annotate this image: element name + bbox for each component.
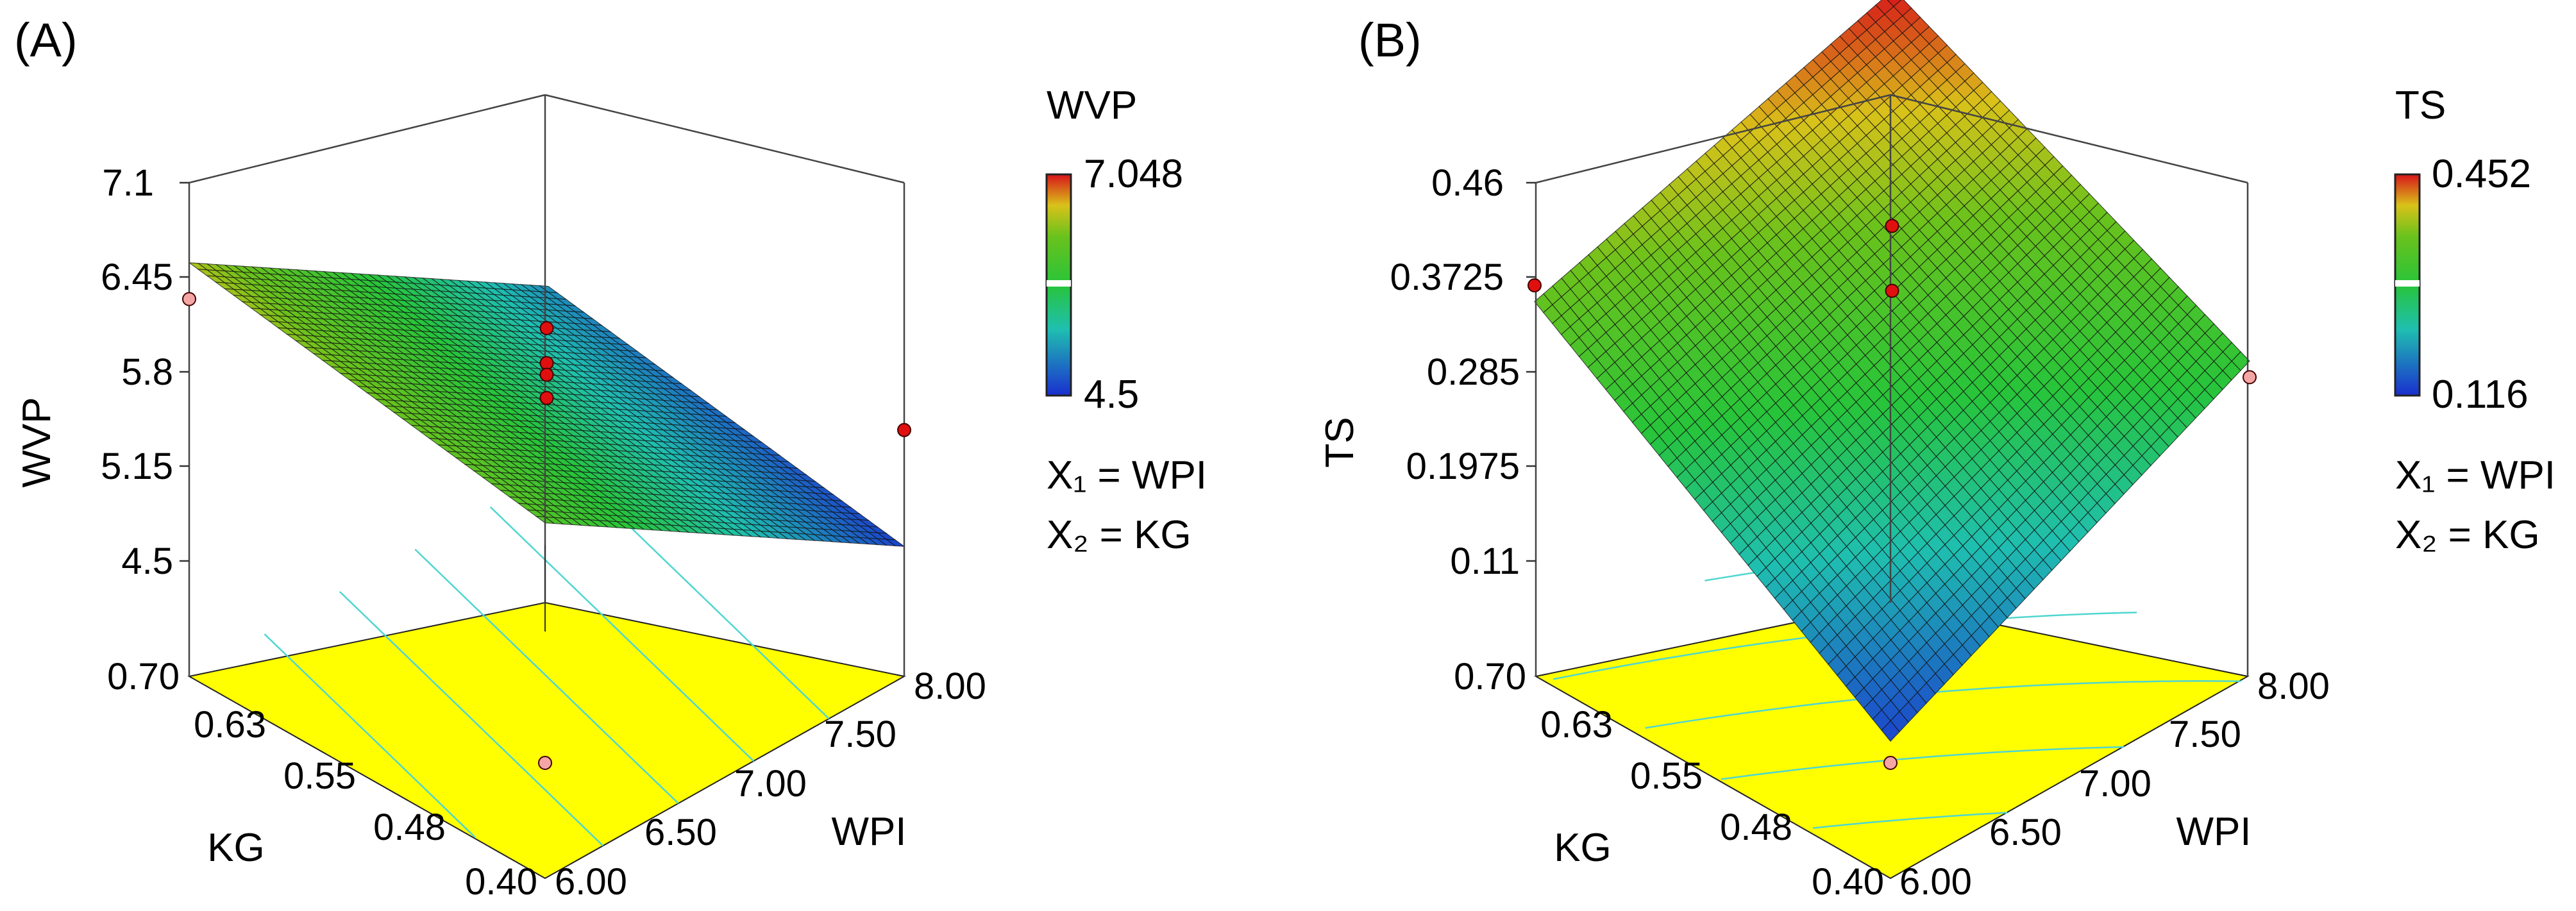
panel-a-x-tick: 8.00 (914, 665, 986, 707)
design-point (1528, 278, 1542, 293)
panel-a-z-tick: 5.15 (101, 446, 173, 487)
panel-a-surface (188, 262, 905, 547)
panel-a-z-label: WVP (15, 397, 59, 487)
panel-a-x-tick: 6.50 (644, 812, 717, 853)
panel-b-x-tick: 7.00 (2079, 763, 2151, 805)
panel-b-surface (1534, 0, 2250, 742)
panel-b-y-tick: 0.40 (1812, 861, 1884, 903)
panel-b-box (1535, 94, 2249, 676)
panel-b-y-tick: 0.63 (1540, 704, 1613, 746)
floor-contour-line (489, 506, 755, 762)
panel-a-x-label: WPI (831, 810, 906, 854)
panel-a-design-points (182, 292, 911, 770)
panel-b-label: (B) (1358, 13, 1422, 67)
panel-a-z-tick: 4.5 (121, 540, 173, 582)
panel-a-variable-x2: X₂ = KG (1047, 513, 1191, 557)
panel-b: (B) 0.11 0.1975 0.285 0.3725 0.46 TS 0.7… (1318, 0, 2555, 903)
panel-b-y-tick: 0.70 (1454, 656, 1526, 698)
panel-a-x-tick: 7.50 (824, 714, 897, 755)
floor-contour-line (264, 633, 476, 838)
panel-b-colorbar-min: 0.116 (2432, 372, 2529, 417)
panel-b-z-tick: 0.11 (1450, 540, 1520, 582)
panel-a-y-tick: 0.40 (465, 861, 537, 903)
panel-a-z-ticks: 4.5 5.15 5.8 6.45 7.1 (101, 162, 189, 582)
panel-b-z-tick: 0.1975 (1406, 446, 1520, 487)
design-point (539, 367, 554, 382)
panel-b-x-tick: 7.50 (2169, 714, 2241, 755)
floor-contour-line (1645, 680, 2241, 729)
panel-b-z-tick: 0.3725 (1390, 256, 1504, 298)
panel-a-z-tick: 6.45 (101, 256, 173, 298)
panel-a-y-tick: 0.55 (283, 755, 356, 797)
panel-b-z-label: TS (1318, 417, 1362, 467)
design-point (897, 422, 911, 437)
design-point (1885, 283, 1899, 298)
panel-a-y-label: KG (207, 826, 265, 870)
floor-contour-line (618, 515, 830, 719)
panel-a-variable-x1: X₁ = WPI (1047, 453, 1207, 497)
panel-a-y-tick: 0.70 (107, 656, 180, 698)
design-point (539, 321, 554, 335)
design-point (538, 756, 552, 770)
panel-a-x-tick: 6.00 (555, 861, 627, 903)
panel-b-y-tick: 0.48 (1720, 807, 1792, 848)
panel-b-x-tick: 8.00 (2257, 665, 2330, 707)
panel-b-y-label: KG (1554, 826, 1612, 870)
panel-a-colorbar-max: 7.048 (1084, 152, 1183, 196)
design-point (1885, 219, 1899, 233)
floor-contour-line (414, 549, 679, 804)
panel-a-floor-contours (264, 506, 830, 847)
panel-b-y-tick: 0.55 (1630, 755, 1703, 797)
panel-b-x-label: WPI (2176, 810, 2251, 854)
panel-a-label: (A) (14, 13, 78, 67)
design-point (1883, 756, 1898, 770)
panel-a-y-tick: 0.48 (373, 807, 446, 848)
panel-b-colorbar-marker (2395, 280, 2420, 287)
panel-a-z-tick: 7.1 (102, 162, 154, 204)
panel-b-z-tick: 0.285 (1427, 351, 1520, 393)
panel-a-floor (187, 601, 906, 880)
panel-a-colorbar-marker (1047, 280, 1071, 287)
panel-b-colorbar-title: TS (2395, 83, 2446, 128)
surface-cell (1881, 720, 1900, 742)
floor-contour-line (1721, 746, 2125, 780)
panel-a-y-ticks: 0.70 0.63 0.55 0.48 0.40 (107, 656, 537, 903)
panel-b-x-tick: 6.00 (1899, 861, 1972, 903)
panel-b-variable-x1: X₁ = WPI (2395, 453, 2555, 497)
panel-a-z-tick: 5.8 (121, 351, 173, 393)
panel-a-y-tick: 0.63 (194, 704, 266, 746)
panel-b-colorbar-max: 0.452 (2432, 152, 2531, 196)
panel-b-x-tick: 6.50 (1989, 812, 2062, 853)
panel-a-colorbar-min: 4.5 (1084, 372, 1139, 417)
panel-b-z-ticks: 0.11 0.1975 0.285 0.3725 0.46 (1390, 162, 1536, 582)
panel-a-x-tick: 7.00 (734, 763, 807, 805)
design-point (2243, 370, 2257, 385)
floor-contour-line (1813, 812, 2008, 829)
panel-a: (A) 4.5 5.15 5.8 6.45 7.1 WVP (14, 13, 1207, 903)
panel-a-x-ticks: 6.00 6.50 7.00 7.50 8.00 (555, 665, 986, 903)
panel-b-z-tick: 0.46 (1431, 162, 1504, 204)
floor-contour-line (339, 590, 604, 847)
panel-b-variable-x2: X₂ = KG (2395, 513, 2540, 557)
design-point (539, 356, 554, 371)
design-point (182, 292, 196, 306)
panel-b-y-ticks: 0.70 0.63 0.55 0.48 0.40 (1454, 656, 1884, 903)
panel-b-design-points (1528, 219, 2257, 770)
panel-a-colorbar-title: WVP (1047, 83, 1137, 128)
design-point (539, 390, 554, 405)
panel-b-x-ticks: 6.00 6.50 7.00 7.50 8.00 (1899, 665, 2330, 903)
